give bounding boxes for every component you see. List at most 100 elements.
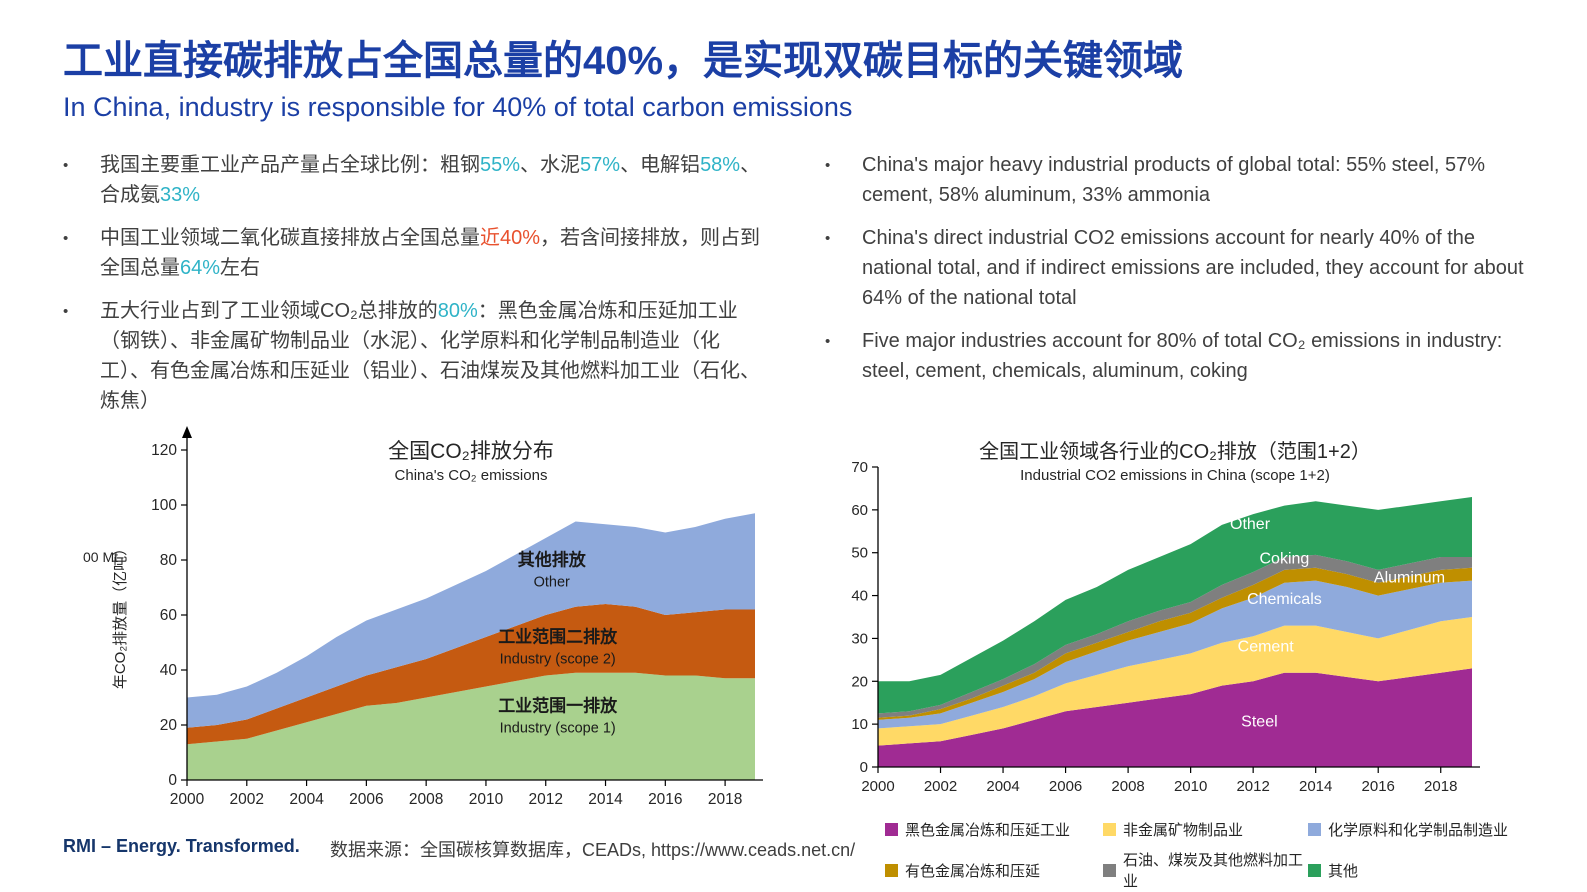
data-source: 数据来源：全国碳核算数据库，CEADs, https://www.ceads.n… xyxy=(330,840,856,860)
svg-text:0: 0 xyxy=(168,772,177,789)
svg-text:Industry (scope 2): Industry (scope 2) xyxy=(500,652,616,668)
svg-text:2010: 2010 xyxy=(469,791,504,808)
bullet-text: 我国主要重工业产品产量占全球比例：粗钢55%、水泥57%、电解铝58%、合成氨3… xyxy=(100,154,761,206)
svg-text:2000: 2000 xyxy=(170,791,205,808)
svg-text:2016: 2016 xyxy=(1362,778,1395,795)
svg-text:全国工业领域各行业的CO₂排放（范围1+2）: 全国工业领域各行业的CO₂排放（范围1+2） xyxy=(979,440,1371,463)
svg-text:2014: 2014 xyxy=(588,791,623,808)
svg-text:2016: 2016 xyxy=(648,791,682,808)
chart-right-legend: 黑色金属冶炼和压延工业 非金属矿物制品业 化学原料和化学制品制造业有色金属冶炼和压延… xyxy=(885,819,1530,891)
svg-text:50: 50 xyxy=(851,545,868,562)
svg-text:2004: 2004 xyxy=(289,791,324,808)
svg-text:40: 40 xyxy=(160,662,178,679)
legend-label: 石油、煤炭及其他燃料加工业 xyxy=(1123,852,1304,890)
bullet-item: • Five major industries account for 80% o… xyxy=(825,326,1537,386)
svg-text:工业范围二排放: 工业范围二排放 xyxy=(498,627,618,647)
chart-left-svg: 0 20 40 60 80 100 120 2000 2002 2004 2006 2008 2010 2… xyxy=(83,426,763,808)
bullet-item: • 我国主要重工业产品产量占全球比例：粗钢55%、水泥57%、电解铝58%、合成氨… xyxy=(63,150,763,210)
svg-text:Aluminum: Aluminum xyxy=(1374,570,1445,587)
bullet-marker: • xyxy=(63,303,69,320)
svg-text:全国CO₂排放分布: 全国CO₂排放分布 xyxy=(388,440,554,463)
svg-text:Chemicals: Chemicals xyxy=(1247,591,1322,608)
legend-label: 非金属矿物制品业 xyxy=(1123,822,1244,839)
bullet-marker: • xyxy=(63,157,69,174)
svg-text:120: 120 xyxy=(151,442,177,459)
svg-text:0: 0 xyxy=(860,759,868,776)
slide-subtitle: In China, industry is responsible for 40… xyxy=(63,92,853,122)
svg-text:Cement: Cement xyxy=(1238,638,1295,655)
legend-swatch-icon xyxy=(1308,863,1321,877)
svg-text:70: 70 xyxy=(851,459,868,476)
legend-item: 非金属矿物制品业 xyxy=(1103,819,1308,840)
legend-label: 黑色金属冶炼和压延工业 xyxy=(905,822,1071,839)
svg-text:2000: 2000 xyxy=(861,778,894,795)
legend-swatch-icon xyxy=(1103,823,1116,836)
bullet-item: • 中国工业领域二氧化碳直接排放占全国总量近40%，若含间接排放，则占到全国总量6… xyxy=(63,223,763,283)
svg-text:Other: Other xyxy=(534,575,570,591)
svg-text:2012: 2012 xyxy=(528,791,562,808)
bullets-en: • China's major heavy industrial products… xyxy=(825,150,1537,429)
svg-text:60: 60 xyxy=(160,607,178,624)
legend-item: 其他 xyxy=(1308,849,1530,891)
bullet-item: • China's major heavy industrial products… xyxy=(825,150,1537,210)
bullet-marker: • xyxy=(825,333,831,350)
svg-text:30: 30 xyxy=(851,630,868,647)
svg-text:20: 20 xyxy=(160,717,178,734)
svg-text:2004: 2004 xyxy=(986,778,1019,795)
bullet-text: 中国工业领域二氧化碳直接排放占全国总量近40%，若含间接排放，则占到全国总量64… xyxy=(100,227,761,279)
bullet-text: 五大行业占到了工业领域CO₂总排放的80%：黑色金属冶炼和压延加工业（钢铁）、非… xyxy=(100,300,760,412)
legend-item: 黑色金属冶炼和压延工业 xyxy=(885,819,1103,840)
svg-text:China's CO₂ emissions: China's CO₂ emissions xyxy=(395,467,548,484)
bullet-text: China's major heavy industrial products … xyxy=(862,154,1486,206)
svg-text:2008: 2008 xyxy=(409,791,443,808)
svg-text:20: 20 xyxy=(851,673,868,690)
svg-text:Industrial CO2 emissions in Ch: Industrial CO2 emissions in China (scope… xyxy=(1020,467,1330,484)
svg-text:100: 100 xyxy=(151,497,177,514)
svg-text:80: 80 xyxy=(160,552,178,569)
svg-text:Steel: Steel xyxy=(1241,713,1277,730)
bullet-marker: • xyxy=(825,157,831,174)
svg-text:2002: 2002 xyxy=(924,778,957,795)
svg-text:10: 10 xyxy=(851,716,868,733)
svg-text:00 Mt: 00 Mt xyxy=(83,549,118,565)
legend-swatch-icon xyxy=(885,863,898,877)
svg-text:Other: Other xyxy=(1230,516,1271,533)
svg-text:2006: 2006 xyxy=(349,791,383,808)
bullet-columns: • 我国主要重工业产品产量占全球比例：粗钢55%、水泥57%、电解铝58%、合成氨… xyxy=(63,150,1537,429)
legend-swatch-icon xyxy=(1103,863,1116,877)
bullet-marker: • xyxy=(825,230,831,247)
svg-text:2008: 2008 xyxy=(1111,778,1144,795)
legend-item: 有色金属冶炼和压延 xyxy=(885,849,1103,891)
legend-label: 有色金属冶炼和压延 xyxy=(905,862,1041,880)
slide-title: 工业直接碳排放占全国总量的40%，是实现双碳目标的关键领域 xyxy=(63,39,1184,83)
svg-text:2006: 2006 xyxy=(1049,778,1082,795)
svg-text:2018: 2018 xyxy=(1424,778,1457,795)
svg-text:工业范围一排放: 工业范围一排放 xyxy=(498,695,618,715)
svg-text:2014: 2014 xyxy=(1299,778,1332,795)
bullet-item: • China's direct industrial CO2 emissions… xyxy=(825,223,1537,313)
chart-right-svg: 0 10 20 30 40 50 60 70 2000 2002 2004 2006 2008 2010 2… xyxy=(851,440,1480,795)
svg-text:其他排放: 其他排放 xyxy=(518,550,587,570)
svg-text:2012: 2012 xyxy=(1236,778,1269,795)
bullet-text: Five major industries account for 80% of… xyxy=(862,330,1503,382)
svg-text:40: 40 xyxy=(851,588,868,605)
rmi-logo: RMI – Energy. Transformed. xyxy=(63,836,300,856)
bullet-item: • 五大行业占到了工业领域CO₂总排放的80%：黑色金属冶炼和压延加工业（钢铁）、… xyxy=(63,296,763,416)
chart-left: 0 20 40 60 80 100 120 2000 2002 2004 2006 2008 2010 2… xyxy=(75,422,775,830)
legend-label: 其他 xyxy=(1328,862,1359,880)
svg-text:60: 60 xyxy=(851,502,868,519)
legend-swatch-icon xyxy=(885,823,898,836)
chart-right: 0 10 20 30 40 50 60 70 2000 2002 2004 2006 2008 2010 2… xyxy=(830,409,1530,891)
svg-text:Coking: Coking xyxy=(1260,550,1310,567)
svg-text:Industry (scope 1): Industry (scope 1) xyxy=(500,720,616,736)
svg-text:2002: 2002 xyxy=(230,791,264,808)
bullet-text: China's direct industrial CO2 emissions … xyxy=(862,227,1524,309)
svg-text:2010: 2010 xyxy=(1174,778,1207,795)
svg-text:2018: 2018 xyxy=(708,791,742,808)
bullet-marker: • xyxy=(63,230,69,247)
legend-item: 化学原料和化学制品制造业 xyxy=(1308,819,1530,840)
svg-text:年CO₂排放量（亿吨）: 年CO₂排放量（亿吨） xyxy=(112,541,129,689)
legend-item: 石油、煤炭及其他燃料加工业 xyxy=(1103,849,1308,891)
legend-swatch-icon xyxy=(1308,823,1321,836)
bullets-zh: • 我国主要重工业产品产量占全球比例：粗钢55%、水泥57%、电解铝58%、合成氨… xyxy=(63,150,763,429)
